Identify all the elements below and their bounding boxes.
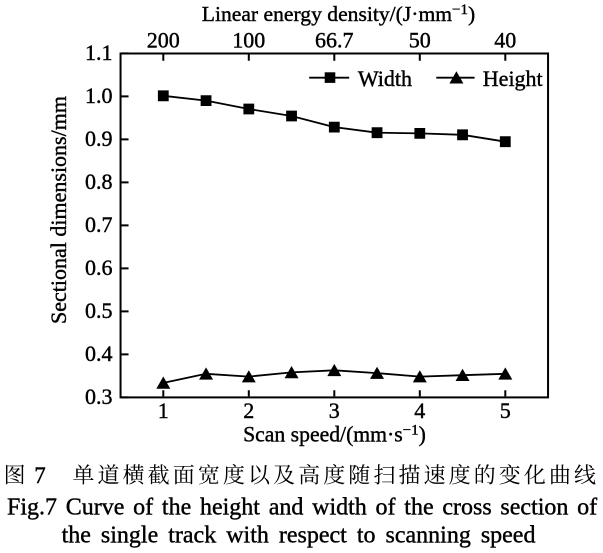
svg-text:Width: Width	[358, 66, 412, 91]
svg-text:Height: Height	[483, 66, 543, 91]
svg-text:66.7: 66.7	[315, 28, 354, 53]
svg-text:Sectional dimensions/mm: Sectional dimensions/mm	[46, 96, 71, 324]
svg-text:Linear energy density/(J·mm−1): Linear energy density/(J·mm−1)	[202, 2, 475, 26]
svg-text:0.8: 0.8	[85, 169, 113, 194]
svg-text:Fig.7 Curve of the height and: Fig.7 Curve of the height and width of t…	[7, 494, 597, 520]
svg-text:3: 3	[329, 398, 340, 423]
svg-text:0.6: 0.6	[85, 255, 113, 280]
svg-text:0.7: 0.7	[85, 212, 113, 237]
svg-text:5: 5	[500, 398, 511, 423]
svg-text:0.9: 0.9	[85, 126, 113, 151]
svg-text:40: 40	[494, 28, 516, 53]
svg-text:1: 1	[158, 398, 169, 423]
svg-text:7: 7	[34, 463, 46, 488]
svg-text:2: 2	[243, 398, 254, 423]
svg-text:100: 100	[232, 28, 265, 53]
svg-text:0.4: 0.4	[85, 341, 113, 366]
svg-text:200: 200	[147, 28, 180, 53]
svg-text:the single track with respect: the single track with respect to scannin…	[62, 523, 536, 549]
svg-text:Scan speed/(mm·s−1): Scan speed/(mm·s−1)	[243, 423, 426, 447]
svg-text:1.1: 1.1	[85, 40, 113, 65]
svg-text:0.5: 0.5	[85, 298, 113, 323]
svg-text:50: 50	[409, 28, 431, 53]
svg-text:0.3: 0.3	[85, 384, 113, 409]
svg-text:4: 4	[414, 398, 425, 423]
svg-text:1.0: 1.0	[85, 83, 113, 108]
